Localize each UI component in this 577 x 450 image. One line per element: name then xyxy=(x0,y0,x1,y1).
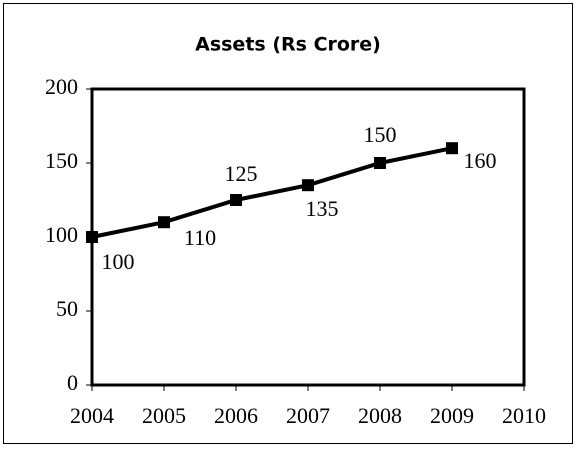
y-tick-label: 200 xyxy=(45,74,78,99)
y-tick-label: 100 xyxy=(45,222,78,247)
x-tick-label: 2010 xyxy=(502,403,546,428)
data-label: 160 xyxy=(464,148,497,173)
data-label: 100 xyxy=(102,249,135,274)
marker xyxy=(302,179,314,192)
y-tick-label: 50 xyxy=(56,296,78,321)
data-line xyxy=(91,146,453,239)
y-tick-label: 0 xyxy=(67,370,78,395)
y-tick-label: 150 xyxy=(45,148,78,173)
x-tick-label: 2007 xyxy=(286,403,330,428)
data-label: 135 xyxy=(306,196,339,221)
marker xyxy=(446,142,458,155)
x-tick-label: 2009 xyxy=(430,403,474,428)
marker xyxy=(230,194,242,206)
x-tick-label: 2005 xyxy=(142,403,186,428)
marker xyxy=(374,157,386,169)
x-tick-label: 2006 xyxy=(214,403,258,428)
marker xyxy=(86,231,98,243)
marker xyxy=(158,216,170,229)
x-tick-label: 2008 xyxy=(358,403,402,428)
chart-title: Assets (Rs Crore) xyxy=(195,34,381,56)
data-label: 110 xyxy=(184,225,216,250)
x-tick-label: 2004 xyxy=(70,403,114,428)
data-label: 150 xyxy=(364,122,397,147)
data-label: 125 xyxy=(225,161,258,186)
chart-border xyxy=(3,3,573,444)
